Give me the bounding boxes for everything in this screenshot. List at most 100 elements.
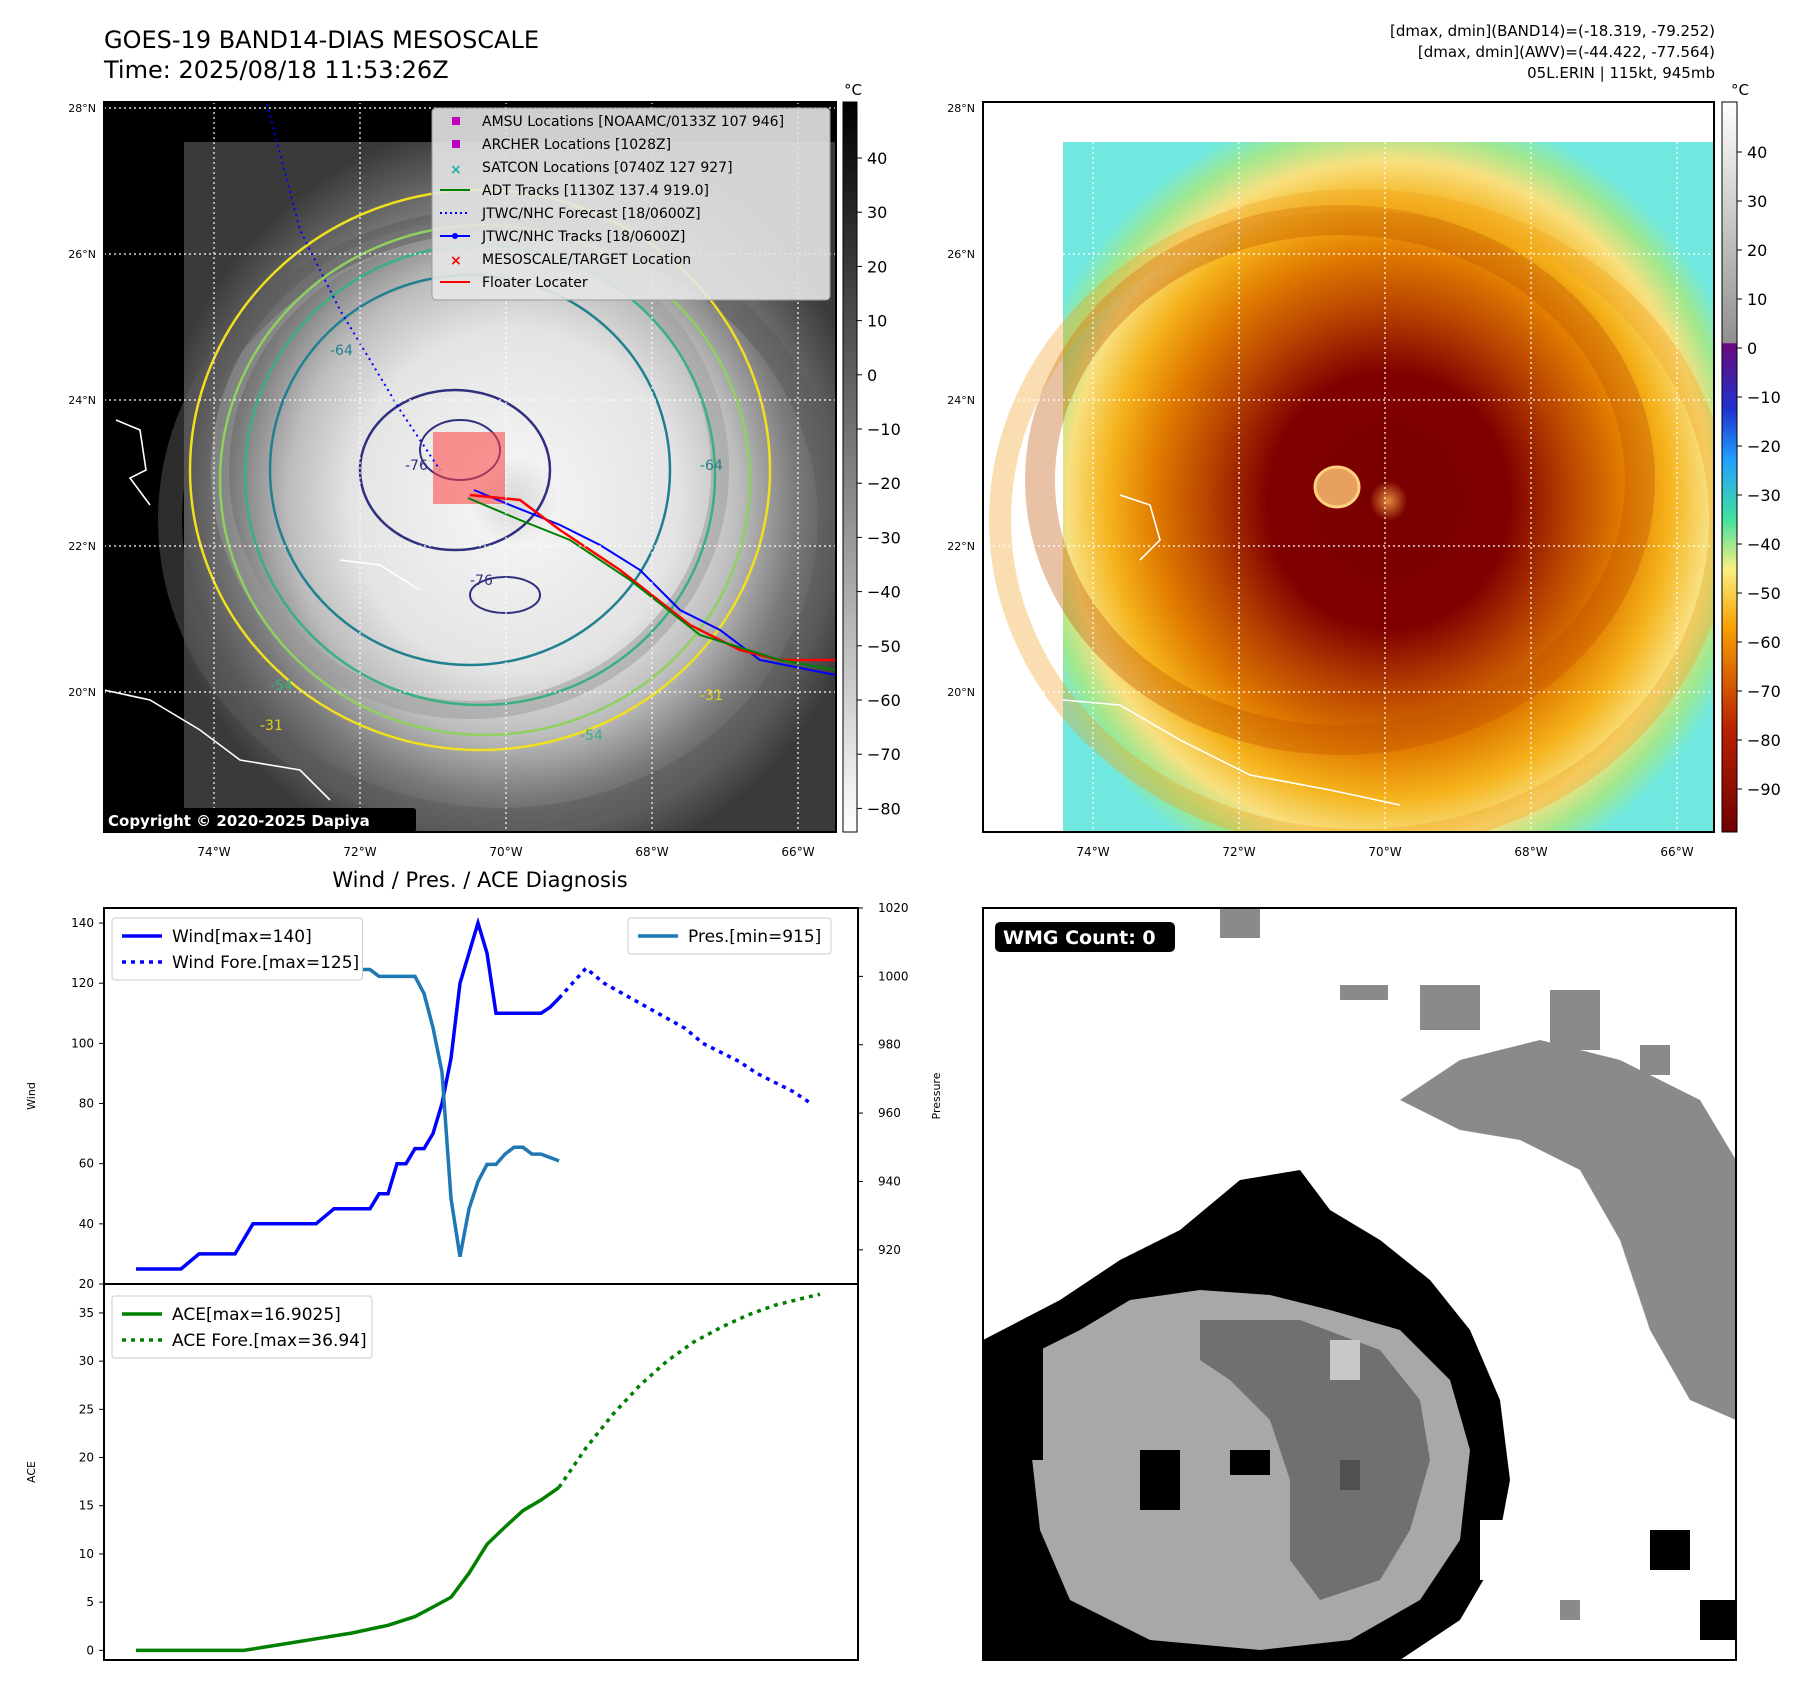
- legend-marker: [452, 117, 460, 125]
- dias-map-panel: 28°N 26°N 24°N 22°N 20°N 74°W 72°W 70°W …: [947, 101, 1715, 859]
- colorbar-tick-label: −60: [867, 691, 901, 710]
- contour-label: -64: [700, 458, 723, 474]
- contour-label: -31: [260, 718, 283, 734]
- series-line: [557, 1292, 821, 1489]
- lon-label: 66°W: [1660, 845, 1693, 859]
- lon-label: 70°W: [489, 845, 522, 859]
- y-tick-label: 5: [86, 1595, 94, 1609]
- legend-label: Wind[max=140]: [172, 927, 312, 947]
- legend-label: Wind Fore.[max=125]: [172, 953, 359, 973]
- colorbar-tick-label: 40: [1747, 143, 1767, 162]
- legend-entry: ARCHER Locations [1028Z]: [482, 137, 671, 153]
- legend-entry: AMSU Locations [NOAAMC/0133Z 107 946]: [482, 114, 784, 130]
- contour-label: -31: [700, 688, 723, 704]
- y-axis-label: ACE: [25, 1461, 38, 1483]
- colorbar-tick-label: −10: [1747, 388, 1781, 407]
- colorbar-tick-label: −30: [867, 528, 901, 547]
- y-tick-label: 20: [79, 1451, 94, 1465]
- series-line: [136, 916, 561, 1271]
- lat-label: 22°N: [68, 540, 96, 553]
- figure-title: GOES-19 BAND14-DIAS MESOSCALE: [104, 26, 540, 54]
- lat-label: 20°N: [68, 686, 96, 699]
- chart-legend-box: [111, 917, 363, 981]
- map-legend: AMSU Locations [NOAAMC/0133Z 107 946] AR…: [431, 107, 831, 301]
- legend-entry: ADT Tracks [1130Z 137.4 919.0]: [482, 183, 709, 199]
- y-right-axis-label: Pressure: [930, 1072, 943, 1119]
- best-track: [473, 489, 836, 676]
- copyright-text: Copyright © 2020-2025 Dapiya: [108, 812, 370, 830]
- wmg-count-text: WMG Count: 0: [1003, 927, 1156, 949]
- lat-label: 22°N: [947, 540, 975, 553]
- colorbar-tick-label: 30: [867, 203, 887, 222]
- wind-pressure-chart: 20 40 60 80 100 120 140 Wind 920 940 960 980 1000 102…: [25, 901, 943, 1291]
- y-axis-label: Wind: [25, 1082, 38, 1110]
- legend-entry: JTWC/NHC Forecast [18/0600Z]: [481, 206, 701, 222]
- colorbar-tick-label: 20: [867, 257, 887, 276]
- legend-marker: ×: [450, 162, 462, 178]
- dias-colorbar: °C 40 30 20 10 0 −10 −20 −30 −40 −50 −60 −70 −80 −90: [1721, 81, 1781, 833]
- copyright-box: [104, 808, 416, 832]
- lat-label: 24°N: [68, 394, 96, 407]
- lon-label: 72°W: [1222, 845, 1255, 859]
- floater-box: [433, 432, 505, 504]
- colorbar-tick-label: 30: [1747, 192, 1767, 211]
- y-right-tick-label: 980: [878, 1038, 901, 1052]
- y-tick-label: 35: [79, 1306, 94, 1320]
- colorbar-tick-label: 40: [867, 149, 887, 168]
- lon-label: 70°W: [1368, 845, 1401, 859]
- y-tick-label: 60: [79, 1157, 94, 1171]
- y-right-tick-label: 1000: [878, 969, 909, 983]
- legend-marker: ×: [450, 253, 462, 269]
- colorbar-unit: °C: [1731, 81, 1749, 99]
- lon-label: 68°W: [635, 845, 668, 859]
- series-line: [136, 1485, 561, 1653]
- y-tick-label: 80: [79, 1097, 94, 1111]
- y-right-tick-label: 940: [878, 1174, 901, 1188]
- colorbar-tick-label: 0: [867, 366, 877, 385]
- y-tick-label: 40: [79, 1217, 94, 1231]
- forecast-track: [266, 103, 441, 471]
- colorbar-tick-label: −40: [867, 583, 901, 602]
- lon-label: 66°W: [781, 845, 814, 859]
- series-line: [557, 965, 812, 1105]
- legend-marker: [452, 233, 458, 239]
- ir-map-panel: -76 -76 -64 -54 -31 -54 -31 -64 Copyrigh…: [68, 101, 837, 859]
- colorbar-tick-label: 20: [1747, 241, 1767, 260]
- colorbar-tick-label: −10: [867, 420, 901, 439]
- lat-label: 26°N: [68, 248, 96, 261]
- lon-label: 68°W: [1514, 845, 1547, 859]
- colorbar-tick-label: −70: [867, 745, 901, 764]
- legend-entry: MESOSCALE/TARGET Location: [482, 252, 691, 268]
- lon-label: 72°W: [343, 845, 376, 859]
- figure-time: Time: 2025/08/18 11:53:26Z: [104, 56, 449, 84]
- colorbar-tick-label: −90: [1747, 780, 1781, 799]
- y-tick-label: 140: [71, 916, 94, 930]
- wmg-count-badge: [995, 922, 1175, 952]
- wmg-panel: WMG Count: 0: [982, 907, 1737, 1661]
- lat-label: 20°N: [947, 686, 975, 699]
- y-tick-label: 0: [86, 1643, 94, 1657]
- colorbar-tick-label: 0: [1747, 339, 1757, 358]
- colorbar-tick-label: −80: [867, 799, 901, 818]
- awv-range: [dmax, dmin](AWV)=(-44.422, -77.564): [1417, 43, 1715, 61]
- adt-track: [467, 497, 836, 671]
- colorbar-unit: °C: [844, 81, 862, 99]
- y-tick-label: 100: [71, 1036, 94, 1050]
- y-right-tick-label: 920: [878, 1243, 901, 1257]
- y-right-tick-label: 960: [878, 1106, 901, 1120]
- colorbar-tick-label: −30: [1747, 486, 1781, 505]
- y-tick-label: 25: [79, 1402, 94, 1416]
- colorbar-tick-label: −70: [1747, 682, 1781, 701]
- colorbar-tick-label: −50: [1747, 584, 1781, 603]
- lat-label: 26°N: [947, 248, 975, 261]
- colorbar-tick-label: −20: [867, 474, 901, 493]
- y-tick-label: 120: [71, 976, 94, 990]
- contour-label: -54: [580, 728, 603, 744]
- band14-range: [dmax, dmin](BAND14)=(-18.319, -79.252): [1390, 22, 1715, 40]
- legend-entry: Floater Locater: [482, 275, 588, 291]
- y-tick-label: 20: [79, 1277, 94, 1291]
- contour-label: -76: [470, 573, 493, 589]
- legend-entry: SATCON Locations [0740Z 127 927]: [482, 160, 733, 176]
- lon-label: 74°W: [197, 845, 230, 859]
- colorbar-tick-label: −50: [867, 637, 901, 656]
